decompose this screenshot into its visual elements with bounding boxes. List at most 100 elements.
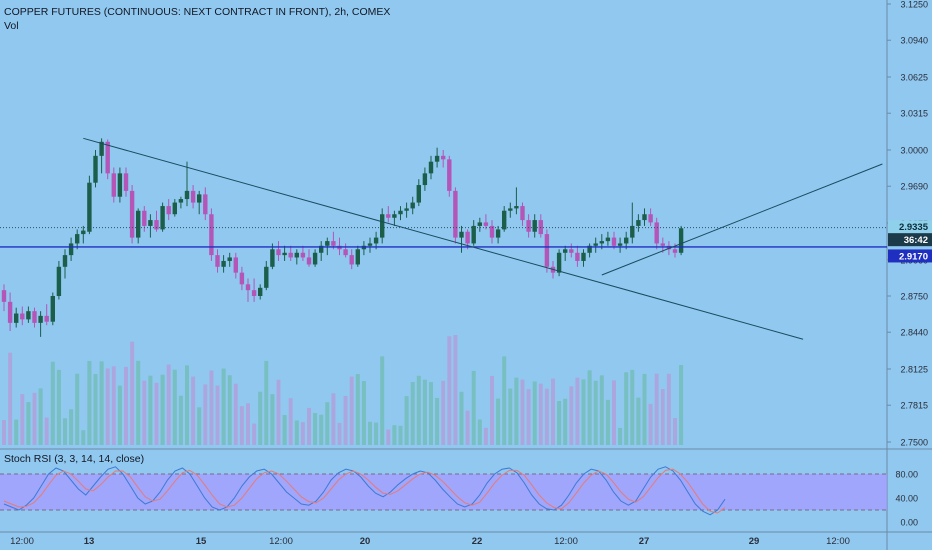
candle-body	[306, 257, 312, 265]
countdown-tag: 36:42	[904, 235, 928, 246]
candle-body	[148, 220, 153, 226]
volume-bar	[508, 388, 513, 445]
volume-bar	[166, 364, 171, 445]
volume-bar	[520, 379, 525, 445]
candle-body	[105, 141, 110, 174]
candle-body	[294, 252, 299, 258]
volume-bar	[282, 415, 287, 445]
volume-bar	[654, 373, 659, 445]
candle-body	[587, 245, 592, 253]
candle-body	[331, 241, 336, 246]
candle-body	[617, 243, 623, 246]
volume-bar	[660, 388, 665, 445]
time-tick-label: 27	[639, 536, 650, 547]
volume-bar	[325, 402, 330, 445]
candle-body	[1, 290, 7, 302]
candle-body	[373, 237, 379, 244]
volume-bar	[307, 407, 311, 445]
candle-body	[441, 155, 446, 160]
candle-body	[489, 225, 495, 238]
hline-price-tag: 2.9170	[899, 251, 928, 262]
volume-bar	[459, 391, 464, 445]
volume-bar	[319, 414, 324, 445]
time-tick-label: 12:00	[826, 536, 850, 547]
volume-bar	[8, 352, 13, 445]
candle-body	[209, 214, 214, 256]
volume-bar	[563, 398, 568, 445]
candle-body	[276, 249, 281, 256]
volume-bar	[483, 427, 488, 445]
volume-bar	[69, 409, 74, 445]
volume-bar	[477, 419, 482, 445]
stoch-series-d	[3, 468, 726, 514]
volume-bar	[215, 385, 220, 445]
volume-bar	[331, 393, 336, 445]
candle-body	[50, 296, 55, 322]
volume-bar	[465, 410, 470, 445]
volume-bar	[569, 386, 574, 445]
candles	[1, 138, 684, 337]
candle-body	[20, 313, 25, 320]
volume-bars	[2, 335, 684, 445]
volume-bar	[178, 395, 183, 445]
candle-body	[575, 252, 580, 261]
volume-bar	[130, 341, 135, 445]
volume-bar	[233, 383, 238, 445]
volume-bar	[50, 361, 55, 445]
candle-body	[312, 252, 318, 265]
candle-body	[75, 234, 80, 244]
candle-body	[624, 237, 629, 244]
time-tick-label: 15	[196, 536, 207, 547]
candle-body	[184, 190, 190, 200]
time-tick-label: 20	[360, 536, 371, 547]
candle-body	[410, 202, 415, 209]
candle-body	[495, 229, 501, 238]
candle-body	[477, 222, 482, 226]
candle-body	[197, 194, 202, 203]
time-tick-label: 12:00	[269, 536, 293, 547]
volume-bar	[63, 418, 67, 445]
candle-body	[129, 190, 135, 238]
candle-body	[136, 210, 141, 238]
candle-body	[502, 210, 507, 230]
volume-bar	[630, 369, 635, 445]
chart-title: COPPER FUTURES (CONTINUOUS: NEXT CONTRAC…	[4, 6, 391, 18]
candle-body	[593, 243, 598, 246]
time-tick-label: 29	[749, 536, 760, 547]
volume-bar	[300, 422, 305, 445]
price-tick-label: 2.7500	[900, 438, 928, 448]
volume-bar	[81, 430, 86, 445]
price-tick-label: 2.8750	[900, 292, 928, 302]
volume-bar	[270, 394, 275, 445]
candle-body	[428, 161, 434, 174]
candle-body	[636, 220, 641, 226]
candle-body	[93, 155, 98, 183]
candle-body	[355, 249, 360, 265]
candle-body	[99, 141, 104, 156]
candle-body	[398, 210, 403, 215]
stoch-tick-label: 40.00	[895, 494, 918, 504]
volume-bar	[368, 421, 372, 445]
volume-bar	[587, 370, 592, 445]
candle-body	[233, 257, 238, 273]
volume-bar	[605, 399, 610, 445]
candle-body	[123, 173, 129, 191]
candle-body	[605, 237, 611, 242]
volume-bar	[44, 417, 49, 445]
volume-bar	[636, 397, 641, 445]
volume-bar	[532, 381, 537, 445]
candle-body	[154, 220, 159, 230]
volume-bar	[117, 385, 122, 445]
volume-bar	[2, 420, 6, 445]
candle-body	[258, 287, 263, 296]
volume-bar	[514, 377, 519, 445]
time-tick-label: 22	[472, 536, 483, 547]
volume-bar	[557, 401, 562, 445]
stoch-tick-label: 80.00	[895, 470, 918, 480]
volume-bar	[197, 407, 202, 445]
volume-bar	[679, 365, 684, 445]
volume-bar	[148, 375, 153, 445]
volume-bar	[422, 379, 427, 445]
volume-bar	[185, 365, 189, 445]
